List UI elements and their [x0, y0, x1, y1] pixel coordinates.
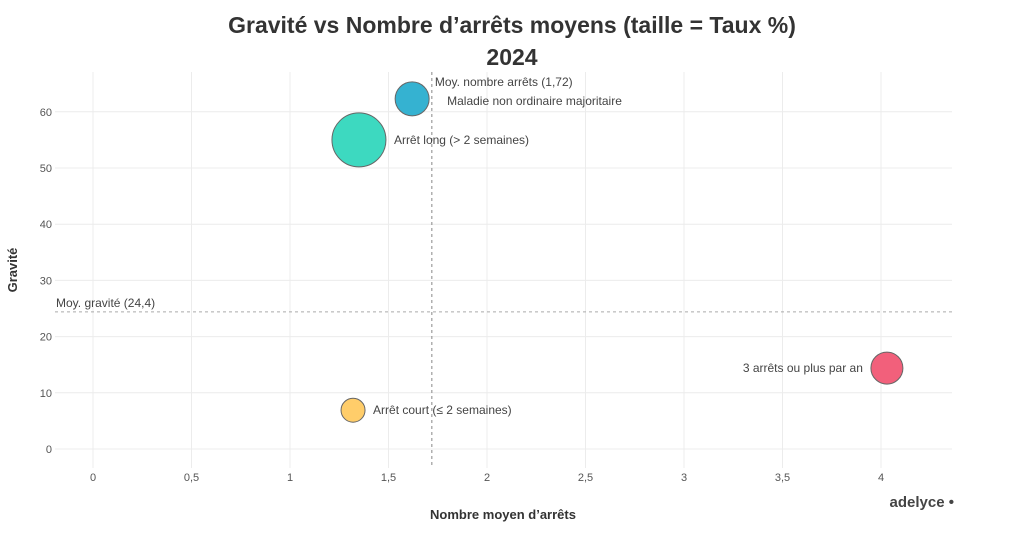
y-tick-label: 40	[40, 219, 52, 231]
bubble[interactable]	[331, 112, 387, 168]
bubbles: Maladie non ordinaire majoritaire Arrêt l…	[331, 81, 904, 423]
bubble[interactable]	[870, 351, 904, 385]
bubble-label: Arrêt long (> 2 semaines)	[394, 133, 529, 147]
y-tick-label: 0	[46, 444, 52, 456]
x-tick-label: 3,5	[775, 472, 790, 484]
y-tick-label: 10	[40, 388, 52, 400]
mean-y-label: Moy. gravité (24,4)	[56, 296, 155, 310]
x-tick-label: 2	[484, 472, 490, 484]
x-tick-label: 4	[878, 472, 884, 484]
x-tick-label: 0,5	[184, 472, 199, 484]
y-tick-label: 50	[40, 163, 52, 175]
mean-x-label: Moy. nombre arrêts (1,72)	[435, 75, 573, 89]
bubble-label: 3 arrêts ou plus par an	[743, 361, 863, 375]
y-tick-label: 60	[40, 107, 52, 119]
grid-lines	[55, 72, 952, 468]
bubble[interactable]	[340, 397, 366, 423]
x-tick-label: 3	[681, 472, 687, 484]
y-tick-label: 30	[40, 275, 52, 287]
chart-subtitle: 2024	[486, 44, 538, 70]
y-axis-title: Gravité	[5, 248, 20, 293]
bubble-label: Arrêt court (≤ 2 semaines)	[373, 403, 512, 417]
x-axis-title: Nombre moyen d’arrêts	[430, 507, 576, 522]
x-tick-label: 0	[90, 472, 96, 484]
y-tick-label: 20	[40, 332, 52, 344]
x-tick-label: 2,5	[578, 472, 593, 484]
adelyce-logo: adelyce •	[889, 494, 954, 511]
bubble[interactable]	[394, 81, 430, 117]
reference-lines: Moy. nombre arrêts (1,72) Moy. gravité (2…	[55, 72, 952, 468]
chart-title: Gravité vs Nombre d’arrêts moyens (taill…	[228, 12, 796, 38]
bubble-label: Maladie non ordinaire majoritaire	[447, 94, 622, 108]
x-tick-label: 1	[287, 472, 293, 484]
x-tick-label: 1,5	[381, 472, 396, 484]
